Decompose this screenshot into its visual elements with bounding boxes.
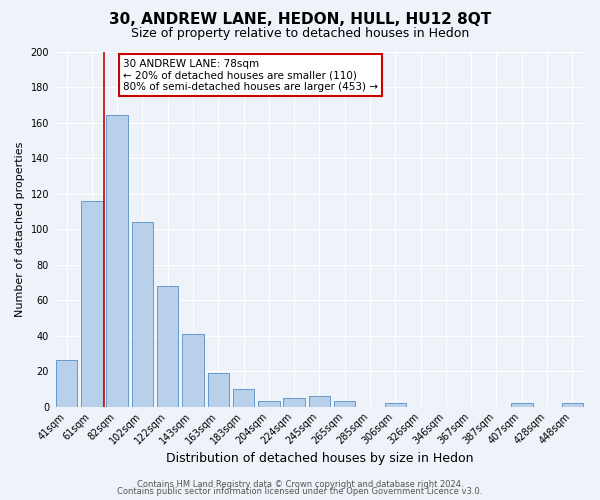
- Bar: [56, 360, 77, 406]
- Bar: [182, 334, 204, 406]
- Bar: [233, 389, 254, 406]
- Bar: [208, 373, 229, 406]
- Text: Size of property relative to detached houses in Hedon: Size of property relative to detached ho…: [131, 28, 469, 40]
- Text: Contains HM Land Registry data © Crown copyright and database right 2024.: Contains HM Land Registry data © Crown c…: [137, 480, 463, 489]
- Bar: [106, 116, 128, 406]
- Bar: [283, 398, 305, 406]
- X-axis label: Distribution of detached houses by size in Hedon: Distribution of detached houses by size …: [166, 452, 473, 465]
- Bar: [562, 403, 583, 406]
- Text: 30, ANDREW LANE, HEDON, HULL, HU12 8QT: 30, ANDREW LANE, HEDON, HULL, HU12 8QT: [109, 12, 491, 28]
- Bar: [309, 396, 330, 406]
- Bar: [511, 403, 533, 406]
- Text: 30 ANDREW LANE: 78sqm
← 20% of detached houses are smaller (110)
80% of semi-det: 30 ANDREW LANE: 78sqm ← 20% of detached …: [123, 58, 378, 92]
- Bar: [131, 222, 153, 406]
- Bar: [258, 402, 280, 406]
- Text: Contains public sector information licensed under the Open Government Licence v3: Contains public sector information licen…: [118, 487, 482, 496]
- Bar: [157, 286, 178, 406]
- Bar: [81, 200, 103, 406]
- Bar: [385, 403, 406, 406]
- Bar: [334, 402, 355, 406]
- Y-axis label: Number of detached properties: Number of detached properties: [15, 142, 25, 317]
